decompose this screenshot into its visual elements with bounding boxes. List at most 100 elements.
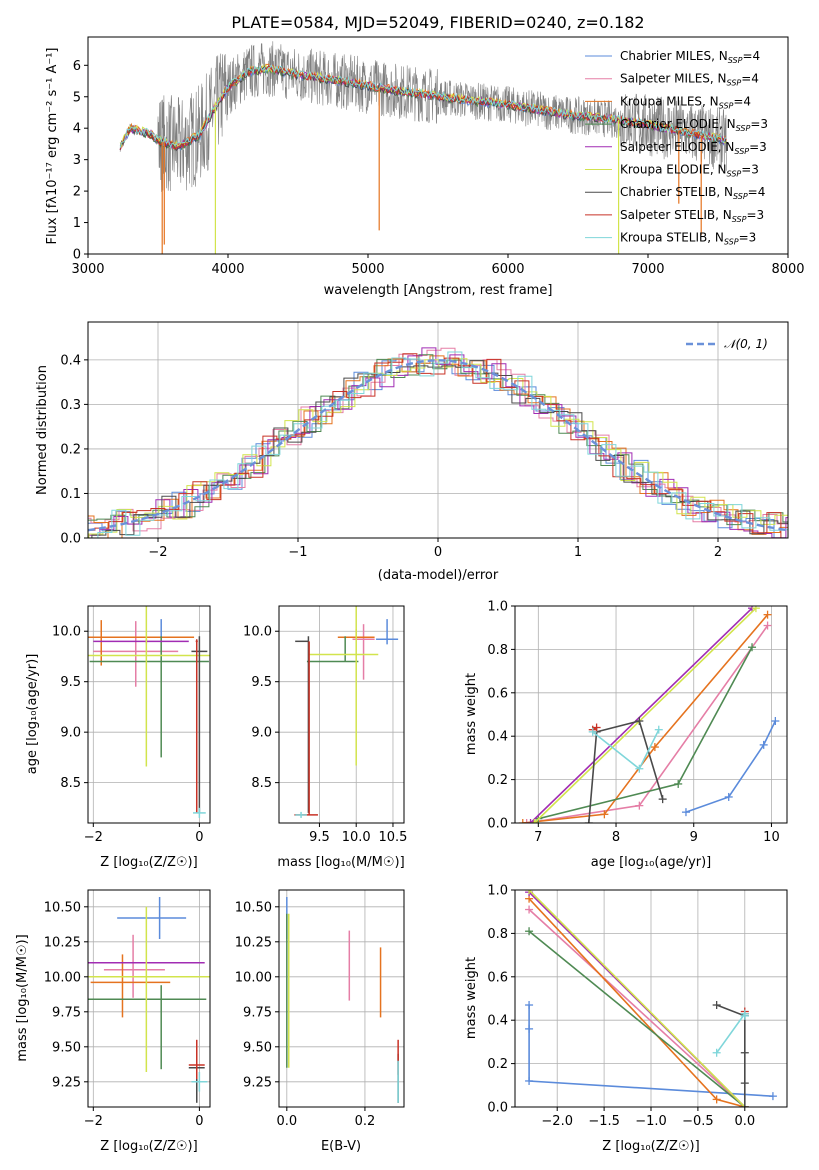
x-tick-label: −1 [288, 545, 307, 560]
y-tick-label: 0 [73, 248, 81, 263]
legend-label-subscript: SSP [732, 215, 747, 224]
y-tick-label: 10.00 [44, 970, 81, 985]
x-tick-label: 2 [714, 545, 722, 560]
mass-vs-metallicity-panel: Z [log₁₀(Z/Z☉)] mass [log₁₀(M/M☉)] −2 0 9.… [15, 889, 211, 1154]
weights-vs-metallicity-panel: Z [log₁₀(Z/Z☉)] mass weight −2.0 −1.5 −1.0… [464, 884, 788, 1154]
y-tick-label: 10.50 [44, 900, 81, 915]
y-tick-label: 10.0 [243, 625, 272, 640]
y-tick-label: 9.50 [243, 1040, 272, 1055]
legend-label-text: Salpeter STELIB, N [620, 208, 732, 222]
x-tick-label: 8000 [771, 262, 804, 277]
x-tick-label: −2 [148, 545, 167, 560]
weights-vs-age-panel: age [log₁₀(age/yr)] mass weight 7 8 9 10 0.0… [464, 600, 788, 870]
weight-line [529, 607, 753, 823]
weight-line [528, 908, 746, 1107]
x-tick-label: 0 [195, 1114, 203, 1129]
x-tick-label: 3000 [71, 262, 104, 277]
legend-label-text: Chabrier STELIB, N [620, 185, 733, 199]
legend-label: Kroupa MILES, NSSP=4 [620, 94, 751, 110]
legend-label-subscript: SSP [728, 56, 743, 65]
y-tick-label: 0.4 [487, 730, 508, 745]
plot-frame [278, 605, 405, 824]
y-tick-label: 0.0 [487, 1101, 508, 1116]
plot-frame [87, 605, 211, 824]
x-tick-label: 0.2 [355, 1114, 376, 1129]
plot-area [294, 606, 399, 818]
residual-histogram-panel: (data-model)/error Normed distribution −… [35, 321, 789, 583]
plot-frame [87, 321, 789, 539]
x-tick-label: 1 [574, 545, 582, 560]
legend-label-count: =3 [741, 163, 759, 177]
legend-label: Kroupa ELODIE, NSSP=3 [620, 163, 759, 179]
residual-histogram-step [88, 351, 788, 538]
legend-label-count: =4 [733, 94, 751, 108]
legend-label: Kroupa STELIB, NSSP=3 [620, 231, 756, 247]
residual-histogram-step [88, 360, 788, 538]
weight-line [533, 607, 757, 823]
y-tick-label: 0.8 [487, 927, 508, 942]
legend-label: Chabrier MILES, NSSP=4 [620, 49, 760, 65]
x-tick-label: −2.0 [541, 1114, 573, 1129]
plot-frame [514, 605, 788, 824]
legend-label-text: Kroupa MILES, N [620, 94, 719, 108]
legend-label-count: =3 [739, 231, 757, 245]
y-tick-label: 1 [73, 216, 81, 231]
plot-area [286, 897, 399, 1103]
model-spectrum-line [119, 64, 727, 149]
legend-label: Salpeter STELIB, NSSP=3 [620, 208, 764, 224]
y-tick-label: 9.50 [52, 1040, 81, 1055]
x-tick-label: −2 [84, 830, 103, 845]
x-tick-label: −2 [84, 1114, 103, 1129]
legend-label-count: =3 [750, 117, 768, 131]
weight-line [592, 729, 660, 771]
legend-label: Chabrier ELODIE, NSSP=3 [620, 117, 768, 133]
y-tick-label: 0.4 [60, 353, 81, 368]
x-tick-label: 7 [534, 830, 542, 845]
y-tick-label: 10.00 [235, 970, 272, 985]
y-tick-label: 1.0 [487, 884, 508, 899]
plot-frame [514, 889, 788, 1108]
legend-label-text: Chabrier MILES, N [620, 49, 728, 63]
mass-vs-ebv-panel: E(B-V) 0.0 0.2 9.25 9.50 9.75 10.00 10.25 10.50 [235, 889, 405, 1154]
age-z-ylabel: age [log₁₀(age/yr)] [25, 654, 40, 775]
legend-label-count: =3 [746, 208, 764, 222]
age-vs-metallicity-panel: Z [log₁₀(Z/Z☉)] age [log₁₀(age/yr)] −2 0 8… [25, 605, 211, 870]
y-tick-label: 0.2 [487, 1057, 508, 1072]
y-tick-label: 9.25 [52, 1075, 81, 1090]
weights-z-ylabel: mass weight [464, 957, 479, 1039]
legend-label-text: Salpeter MILES, N [620, 72, 727, 86]
weights-age-xlabel: age [log₁₀(age/yr)] [591, 855, 712, 870]
y-tick-label: 9.0 [251, 726, 272, 741]
plot-area [88, 897, 210, 1103]
x-tick-label: 0 [195, 830, 203, 845]
y-tick-label: 10.0 [52, 625, 81, 640]
plot-area [525, 890, 777, 1107]
y-tick-label: 0.1 [60, 487, 81, 502]
y-tick-label: 0.8 [487, 643, 508, 658]
weight-line [588, 720, 664, 823]
x-tick-label: 4000 [211, 262, 244, 277]
y-tick-label: 2 [73, 185, 81, 200]
y-tick-label: 9.75 [243, 1005, 272, 1020]
x-tick-label: 10.5 [378, 830, 407, 845]
plot-area [88, 606, 210, 818]
legend-label-subscript: SSP [736, 124, 751, 133]
weight-line [528, 930, 746, 1107]
y-tick-label: 3 [73, 153, 81, 168]
spectrum-xlabel: wavelength [Angstrom, rest frame] [324, 283, 553, 298]
spectrum-ylabel: Flux [fλ10⁻¹⁷ erg cm⁻² s⁻¹ A⁻¹] [45, 48, 60, 245]
y-tick-label: 0.0 [60, 532, 81, 547]
y-tick-label: 9.75 [52, 1005, 81, 1020]
y-tick-label: 6 [73, 59, 81, 74]
age-vs-mass-panel: mass [log₁₀(M/M☉)] 9.5 10.0 10.5 8.5 9.0 9.5 1… [243, 605, 407, 870]
legend-label: Salpeter ELODIE, NSSP=3 [620, 140, 767, 156]
y-tick-label: 9.5 [60, 675, 81, 690]
weight-line [528, 1005, 773, 1097]
weights-z-xlabel: Z [log₁₀(Z/Z☉)] [602, 1139, 699, 1154]
spectrum-panel: PLATE=0584, MJD=52049, FIBERID=0240, z=0… [45, 13, 805, 298]
histogram-ylabel: Normed distribution [35, 365, 50, 495]
y-tick-label: 4 [73, 122, 81, 137]
y-tick-label: 0.6 [487, 686, 508, 701]
x-tick-label: 0.0 [276, 1114, 297, 1129]
